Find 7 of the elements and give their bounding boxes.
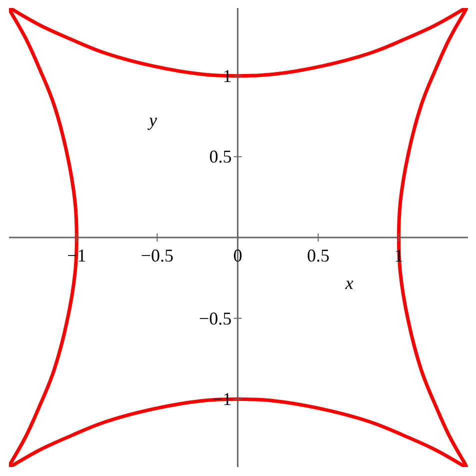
y-axis-title: y <box>148 110 157 131</box>
x-tick-label: 0.5 <box>306 246 330 266</box>
x-tick-label: 1 <box>394 246 404 266</box>
y-tick-label: −0.5 <box>199 308 232 328</box>
x-tick-label: −0.5 <box>140 246 174 266</box>
x-axis-title: x <box>345 273 354 294</box>
y-tick-label: 0.5 <box>209 146 232 167</box>
